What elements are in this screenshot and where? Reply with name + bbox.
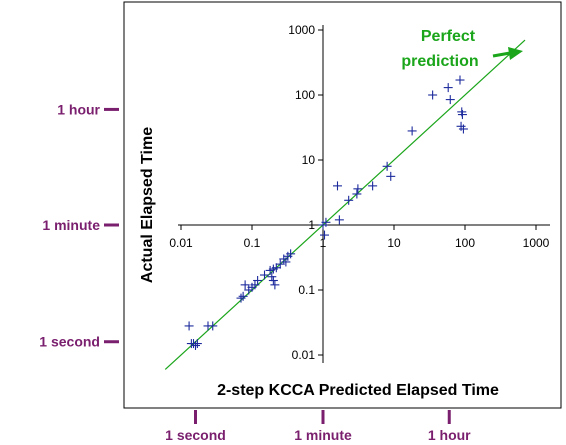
- data-point: [457, 110, 467, 120]
- data-point: [270, 280, 280, 290]
- perfect-prediction-arrow-head: [508, 47, 523, 60]
- data-point: [407, 126, 417, 136]
- x-tick-label: 0.01: [169, 236, 193, 250]
- data-point: [236, 293, 246, 303]
- y-tick-label: 100: [295, 88, 315, 102]
- y-tick-label: 0.01: [292, 348, 316, 362]
- data-point: [268, 276, 278, 286]
- data-point: [281, 257, 291, 267]
- data-point: [368, 181, 378, 191]
- data-point: [344, 195, 354, 205]
- x-tick-label: 1000: [523, 236, 550, 250]
- x-axis-title: 2-step KCCA Predicted Elapsed Time: [217, 382, 499, 399]
- y-time-marker: 1 minute: [42, 217, 119, 233]
- perfect-prediction-label-line2: prediction: [401, 53, 478, 70]
- data-point: [443, 83, 453, 93]
- y-time-marker: 1 second: [39, 334, 119, 350]
- x-tick-label: 100: [455, 236, 475, 250]
- x-time-marker-label: 1 second: [165, 427, 226, 443]
- y-time-marker-label: 1 hour: [57, 101, 100, 117]
- data-point: [208, 321, 218, 331]
- data-point: [352, 189, 362, 199]
- data-point: [253, 276, 263, 286]
- data-point: [445, 95, 455, 105]
- data-point: [386, 171, 396, 181]
- time-markers: 1 hour 1 minute 1 second 1 second 1 minute 1 …: [39, 101, 471, 443]
- plot-frame: [123, 1, 562, 409]
- data-point: [190, 341, 200, 351]
- x-time-marker: 1 minute: [294, 410, 352, 443]
- data-point: [184, 321, 194, 331]
- y-tick-label: 10: [302, 153, 316, 167]
- data-point: [428, 90, 438, 100]
- data-point: [321, 217, 331, 227]
- perfect-prediction-line-group: Perfect prediction: [164, 28, 526, 370]
- data-point: [334, 215, 344, 225]
- y-time-marker-label: 1 minute: [42, 217, 100, 233]
- y-axis-title: Actual Elapsed Time: [139, 127, 156, 283]
- data-point: [458, 124, 468, 134]
- x-time-marker-label: 1 minute: [294, 427, 352, 443]
- y-tick-label: 1: [308, 218, 315, 232]
- data-point: [240, 280, 250, 290]
- data-points: [184, 75, 468, 351]
- data-point: [267, 272, 277, 282]
- x-time-marker-label: 1 hour: [428, 427, 471, 443]
- x-time-marker: 1 second: [165, 410, 226, 443]
- data-point: [271, 263, 281, 273]
- perfect-prediction-line: [164, 39, 526, 370]
- data-point: [260, 270, 270, 280]
- perfect-prediction-label-line1: Perfect: [421, 28, 476, 45]
- data-point: [455, 75, 465, 85]
- data-point: [353, 184, 363, 194]
- data-point: [382, 161, 392, 171]
- perfect-prediction-arrow-shaft: [492, 51, 511, 58]
- y-time-marker-label: 1 second: [39, 334, 100, 350]
- x-tick-label: 0.1: [244, 236, 261, 250]
- axes: 0.01 0.1 1 10 100 1000 0.01 0.1 1 10 100 1000: [169, 23, 550, 363]
- x-tick-label: 10: [387, 236, 401, 250]
- data-point: [320, 230, 330, 240]
- data-point: [192, 339, 202, 349]
- x-tick-label: 1: [320, 236, 327, 250]
- y-tick-label: 0.1: [298, 283, 315, 297]
- data-point: [275, 259, 285, 269]
- data-point: [332, 181, 342, 191]
- x-time-marker: 1 hour: [428, 410, 471, 443]
- data-point: [238, 291, 248, 301]
- y-time-marker: 1 hour: [57, 101, 119, 117]
- y-tick-label: 1000: [288, 23, 315, 37]
- data-point: [286, 249, 296, 259]
